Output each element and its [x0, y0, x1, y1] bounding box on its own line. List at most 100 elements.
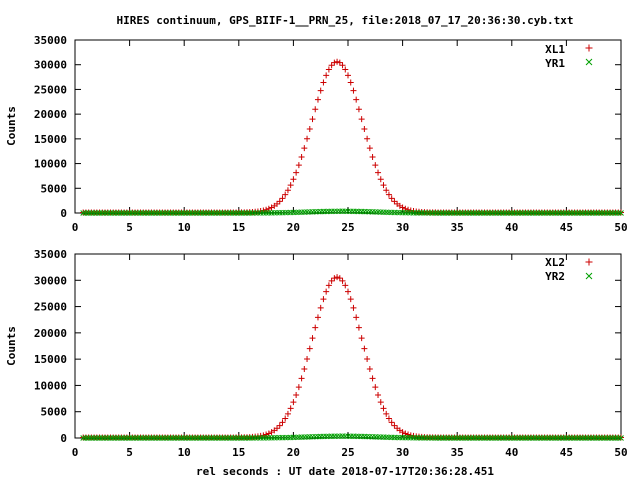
data-point — [328, 277, 335, 284]
data-point — [312, 324, 319, 331]
data-point — [350, 304, 357, 311]
series-YR2 — [80, 433, 624, 441]
data-point — [377, 399, 384, 406]
data-point — [293, 169, 300, 176]
data-point — [295, 162, 302, 169]
data-point — [364, 356, 371, 363]
data-point — [366, 365, 373, 372]
data-point — [399, 429, 406, 436]
data-point — [336, 275, 343, 282]
data-point — [279, 195, 286, 202]
data-point — [309, 116, 316, 123]
data-point — [383, 410, 390, 417]
data-point — [342, 66, 349, 73]
data-point — [334, 58, 341, 65]
data-point — [325, 66, 332, 73]
series-YR1 — [80, 208, 624, 216]
legend-marker — [585, 258, 593, 266]
data-point — [339, 277, 346, 284]
data-point — [391, 422, 398, 429]
data-point — [402, 205, 409, 212]
data-point — [347, 79, 354, 86]
data-point — [304, 356, 311, 363]
data-point — [282, 415, 289, 422]
data-point — [331, 275, 338, 282]
data-point — [358, 116, 365, 123]
data-point — [358, 335, 365, 342]
plot-frame — [74, 39, 622, 214]
data-point — [304, 135, 311, 142]
data-point — [284, 410, 291, 417]
y-tick-label: 25000 — [34, 83, 67, 96]
data-point — [331, 59, 338, 66]
x-tick-label: 45 — [560, 446, 573, 459]
data-point — [366, 145, 373, 152]
x-tick-label: 25 — [341, 446, 354, 459]
top-plot-panel: Counts XL1 YR1 0 5 10 15 20 25 30 35 40 45 50 0 5000… — [5, 34, 628, 234]
x-tick-label: 40 — [505, 221, 518, 234]
legend-label-yr1: YR1 — [545, 57, 565, 70]
x-tick-label: 35 — [451, 446, 464, 459]
data-point — [298, 375, 305, 382]
y-tick-label: 25000 — [34, 301, 67, 314]
data-point — [618, 435, 624, 441]
x-tick-label: 0 — [72, 221, 79, 234]
legend-label-xl2: XL2 — [545, 256, 565, 269]
x-tick-label: 10 — [178, 446, 191, 459]
y-tick-label: 30000 — [34, 274, 67, 287]
data-point — [375, 392, 382, 399]
data-point — [325, 282, 332, 289]
x-tick-label: 45 — [560, 221, 573, 234]
data-point — [353, 314, 360, 321]
data-point — [361, 125, 368, 132]
data-point — [347, 296, 354, 303]
data-point — [334, 274, 341, 281]
y-tick-label: 10000 — [34, 158, 67, 171]
data-point — [380, 405, 387, 412]
data-point — [342, 282, 349, 289]
data-point — [618, 210, 624, 216]
data-point — [364, 135, 371, 142]
data-point — [276, 422, 283, 429]
x-tick-label: 5 — [126, 446, 133, 459]
data-point — [353, 96, 360, 103]
data-point — [345, 288, 351, 295]
data-point — [369, 153, 376, 160]
data-point — [383, 187, 390, 194]
series-XL1 — [80, 58, 624, 216]
x-tick-label: 50 — [614, 446, 627, 459]
data-point — [388, 419, 395, 426]
data-point — [369, 375, 376, 382]
legend-label-yr2: YR2 — [545, 270, 565, 283]
legend-marker — [585, 44, 593, 52]
data-point — [323, 72, 330, 79]
data-point — [314, 96, 321, 103]
data-point — [263, 431, 270, 438]
data-point — [301, 145, 308, 152]
y-axis-label-top: Counts — [5, 106, 18, 146]
plot-frame — [74, 253, 622, 439]
data-point — [323, 288, 330, 295]
y-tick-label: 20000 — [34, 108, 67, 121]
x-tick-label: 35 — [451, 221, 464, 234]
chart-title: HIRES continuum, GPS_BIIF-1__PRN_25, fil… — [117, 14, 574, 27]
data-point — [317, 87, 324, 94]
y-tick-label: 35000 — [34, 34, 67, 47]
data-point — [265, 430, 272, 437]
data-point — [320, 296, 327, 303]
data-point — [317, 304, 324, 311]
legend-label-xl1: XL1 — [545, 43, 565, 56]
x-tick-label: 15 — [232, 221, 245, 234]
data-point — [309, 335, 316, 342]
data-point — [405, 206, 412, 213]
x-tick-label: 0 — [72, 446, 79, 459]
x-tick-label: 20 — [287, 221, 300, 234]
data-point — [263, 206, 270, 213]
data-point — [276, 198, 283, 205]
y-tick-label: 0 — [60, 432, 67, 445]
legend-marker — [585, 58, 593, 66]
x-tick-label: 40 — [505, 446, 518, 459]
y-tick-label: 5000 — [41, 406, 68, 419]
data-point — [380, 182, 387, 189]
data-point — [372, 384, 379, 391]
